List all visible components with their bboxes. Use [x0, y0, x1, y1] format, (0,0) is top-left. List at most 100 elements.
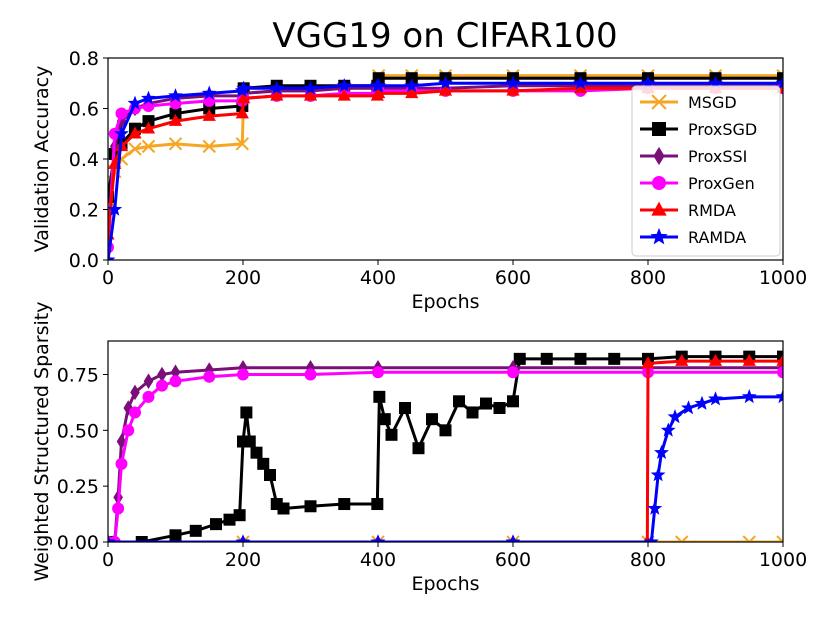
- accuracy-point-ramda: [141, 90, 156, 105]
- sparsity-point-ramda: [108, 534, 116, 542]
- accuracy-point-rmda: [202, 108, 216, 121]
- sparsity-point-proxsgd: [453, 395, 465, 408]
- accuracy-point-ramda: [127, 95, 143, 110]
- sparsity-point-rmda: [675, 353, 689, 366]
- accuracy-xtick-label: 400: [360, 267, 396, 289]
- sparsity-point-proxssi: [170, 364, 181, 381]
- accuracy-point-ramda: [303, 80, 318, 95]
- accuracy-point-rmda: [237, 91, 251, 104]
- sparsity-point-proxsgd: [777, 350, 783, 363]
- sparsity-point-ramda: [660, 422, 676, 437]
- accuracy-point-ramda: [108, 252, 116, 260]
- legend-label-proxgen: ProxGen: [688, 174, 755, 193]
- accuracy-point-ramda: [168, 88, 183, 103]
- sparsity-point-proxsgd: [250, 446, 263, 459]
- sparsity-point-proxsgd: [233, 509, 246, 522]
- sparsity-point-proxsgd: [574, 352, 587, 365]
- sparsity-point-proxgen: [142, 390, 155, 403]
- sparsity-point-proxssi: [305, 360, 316, 376]
- legend: MSGD ProxSGD ProxSSI ProxGen RMDA RAMDA: [631, 85, 781, 257]
- sparsity-xtick-label: 600: [495, 549, 531, 571]
- accuracy-point-msgd: [202, 139, 216, 154]
- accuracy-point-ramda: [573, 75, 588, 90]
- accuracy-point-proxsgd: [142, 115, 155, 128]
- sparsity-xtick-label: 800: [630, 549, 666, 571]
- sparsity-panel: 0 200 400 600 800 1000 0.00 0.25 0.50 0.75 Epochs W…: [31, 302, 807, 595]
- accuracy-point-proxgen: [108, 127, 121, 140]
- sparsity-point-proxsgd: [412, 442, 425, 455]
- sparsity-point-proxsgd: [243, 435, 256, 448]
- sparsity-point-proxssi: [157, 366, 167, 383]
- sparsity-point-proxsgd: [210, 518, 222, 531]
- accuracy-point-ramda: [269, 80, 285, 95]
- accuracy-ytick-label: 0.0: [69, 250, 99, 272]
- sparsity-point-proxssi: [130, 384, 140, 401]
- sparsity-point-ramda: [643, 534, 659, 542]
- sparsity-point-ramda: [708, 391, 723, 406]
- legend-marker-proxsgd: [652, 122, 666, 136]
- accuracy-point-rmda: [405, 86, 419, 99]
- accuracy-point-rmda: [438, 83, 453, 96]
- accuracy-xtick-label: 0: [102, 267, 114, 289]
- accuracy-point-ramda: [201, 85, 217, 100]
- sparsity-point-proxsgd: [378, 413, 391, 426]
- sparsity-point-rmda: [742, 353, 756, 366]
- accuracy-point-rmda: [303, 88, 318, 101]
- accuracy-ytick-label: 0.6: [69, 99, 99, 121]
- sparsity-point-ramda: [370, 534, 386, 542]
- sparsity-point-proxsgd: [385, 428, 398, 441]
- sparsity-point-proxgen: [203, 370, 216, 383]
- legend-label-proxssi: ProxSSI: [688, 147, 747, 166]
- sparsity-point-proxgen: [129, 406, 141, 419]
- sparsity-point-proxssi: [238, 360, 248, 376]
- sparsity-point-ramda: [650, 467, 666, 482]
- sparsity-point-proxsgd: [493, 402, 506, 414]
- sparsity-point-proxsgd: [608, 352, 621, 365]
- accuracy-ytick-label: 0.4: [69, 149, 99, 171]
- legend-marker-ramda: [650, 227, 668, 245]
- accuracy-panel: 0 200 400 600 800 1000 0.0 0.2 0.4 0.6 0.8 Epochs Va…: [31, 48, 807, 313]
- accuracy-point-ramda: [640, 75, 656, 90]
- accuracy-point-rmda: [506, 83, 520, 96]
- sparsity-point-proxsgd: [371, 498, 384, 511]
- sparsity-ylabel: Weighted Structured Sparsity: [31, 302, 53, 582]
- legend-label-msgd: MSGD: [688, 93, 737, 112]
- accuracy-point-proxgen: [169, 97, 182, 110]
- sparsity-point-ramda: [775, 389, 783, 404]
- sparsity-ytick-label: 0.50: [57, 420, 99, 442]
- chart-title: VGG19 on CIFAR100: [272, 16, 617, 56]
- sparsity-point-ramda: [235, 534, 251, 542]
- sparsity-point-proxsgd: [466, 406, 479, 419]
- legend-label-ramda: RAMDA: [688, 228, 746, 247]
- sparsity-point-msgd: [675, 535, 689, 542]
- accuracy-point-rmda: [128, 126, 142, 139]
- legend-marker-proxssi: [653, 146, 665, 166]
- sparsity-point-proxgen: [115, 457, 128, 470]
- sparsity-point-proxsgd: [240, 406, 253, 419]
- sparsity-line-proxssi: [108, 366, 783, 542]
- accuracy-point-ramda: [708, 75, 723, 90]
- accuracy-point-ramda: [371, 77, 387, 93]
- sparsity-point-msgd: [371, 535, 385, 542]
- sparsity-point-proxgen: [372, 366, 384, 379]
- sparsity-point-proxgen: [122, 424, 135, 437]
- legend-marker-msgd: [651, 94, 667, 110]
- accuracy-point-msgd: [128, 142, 142, 156]
- legend-label-rmda: RMDA: [688, 201, 736, 220]
- sparsity-point-ramda: [647, 500, 663, 515]
- accuracy-point-ramda: [336, 77, 352, 93]
- accuracy-xlabel: Epochs: [411, 291, 479, 313]
- sparsity-point-ramda: [741, 389, 757, 404]
- accuracy-point-rmda: [573, 81, 588, 94]
- sparsity-point-proxgen: [237, 368, 249, 381]
- accuracy-series-group: [108, 68, 783, 260]
- sparsity-point-proxgen: [304, 368, 317, 381]
- accuracy-xtick-label: 200: [225, 267, 261, 289]
- legend-label-proxsgd: ProxSGD: [688, 120, 757, 139]
- sparsity-line-rmda: [108, 359, 783, 542]
- sparsity-line-ramda: [108, 395, 783, 542]
- sparsity-point-proxsgd: [507, 395, 519, 408]
- sparsity-point-msgd: [776, 535, 783, 542]
- sparsity-point-proxgen: [112, 502, 125, 515]
